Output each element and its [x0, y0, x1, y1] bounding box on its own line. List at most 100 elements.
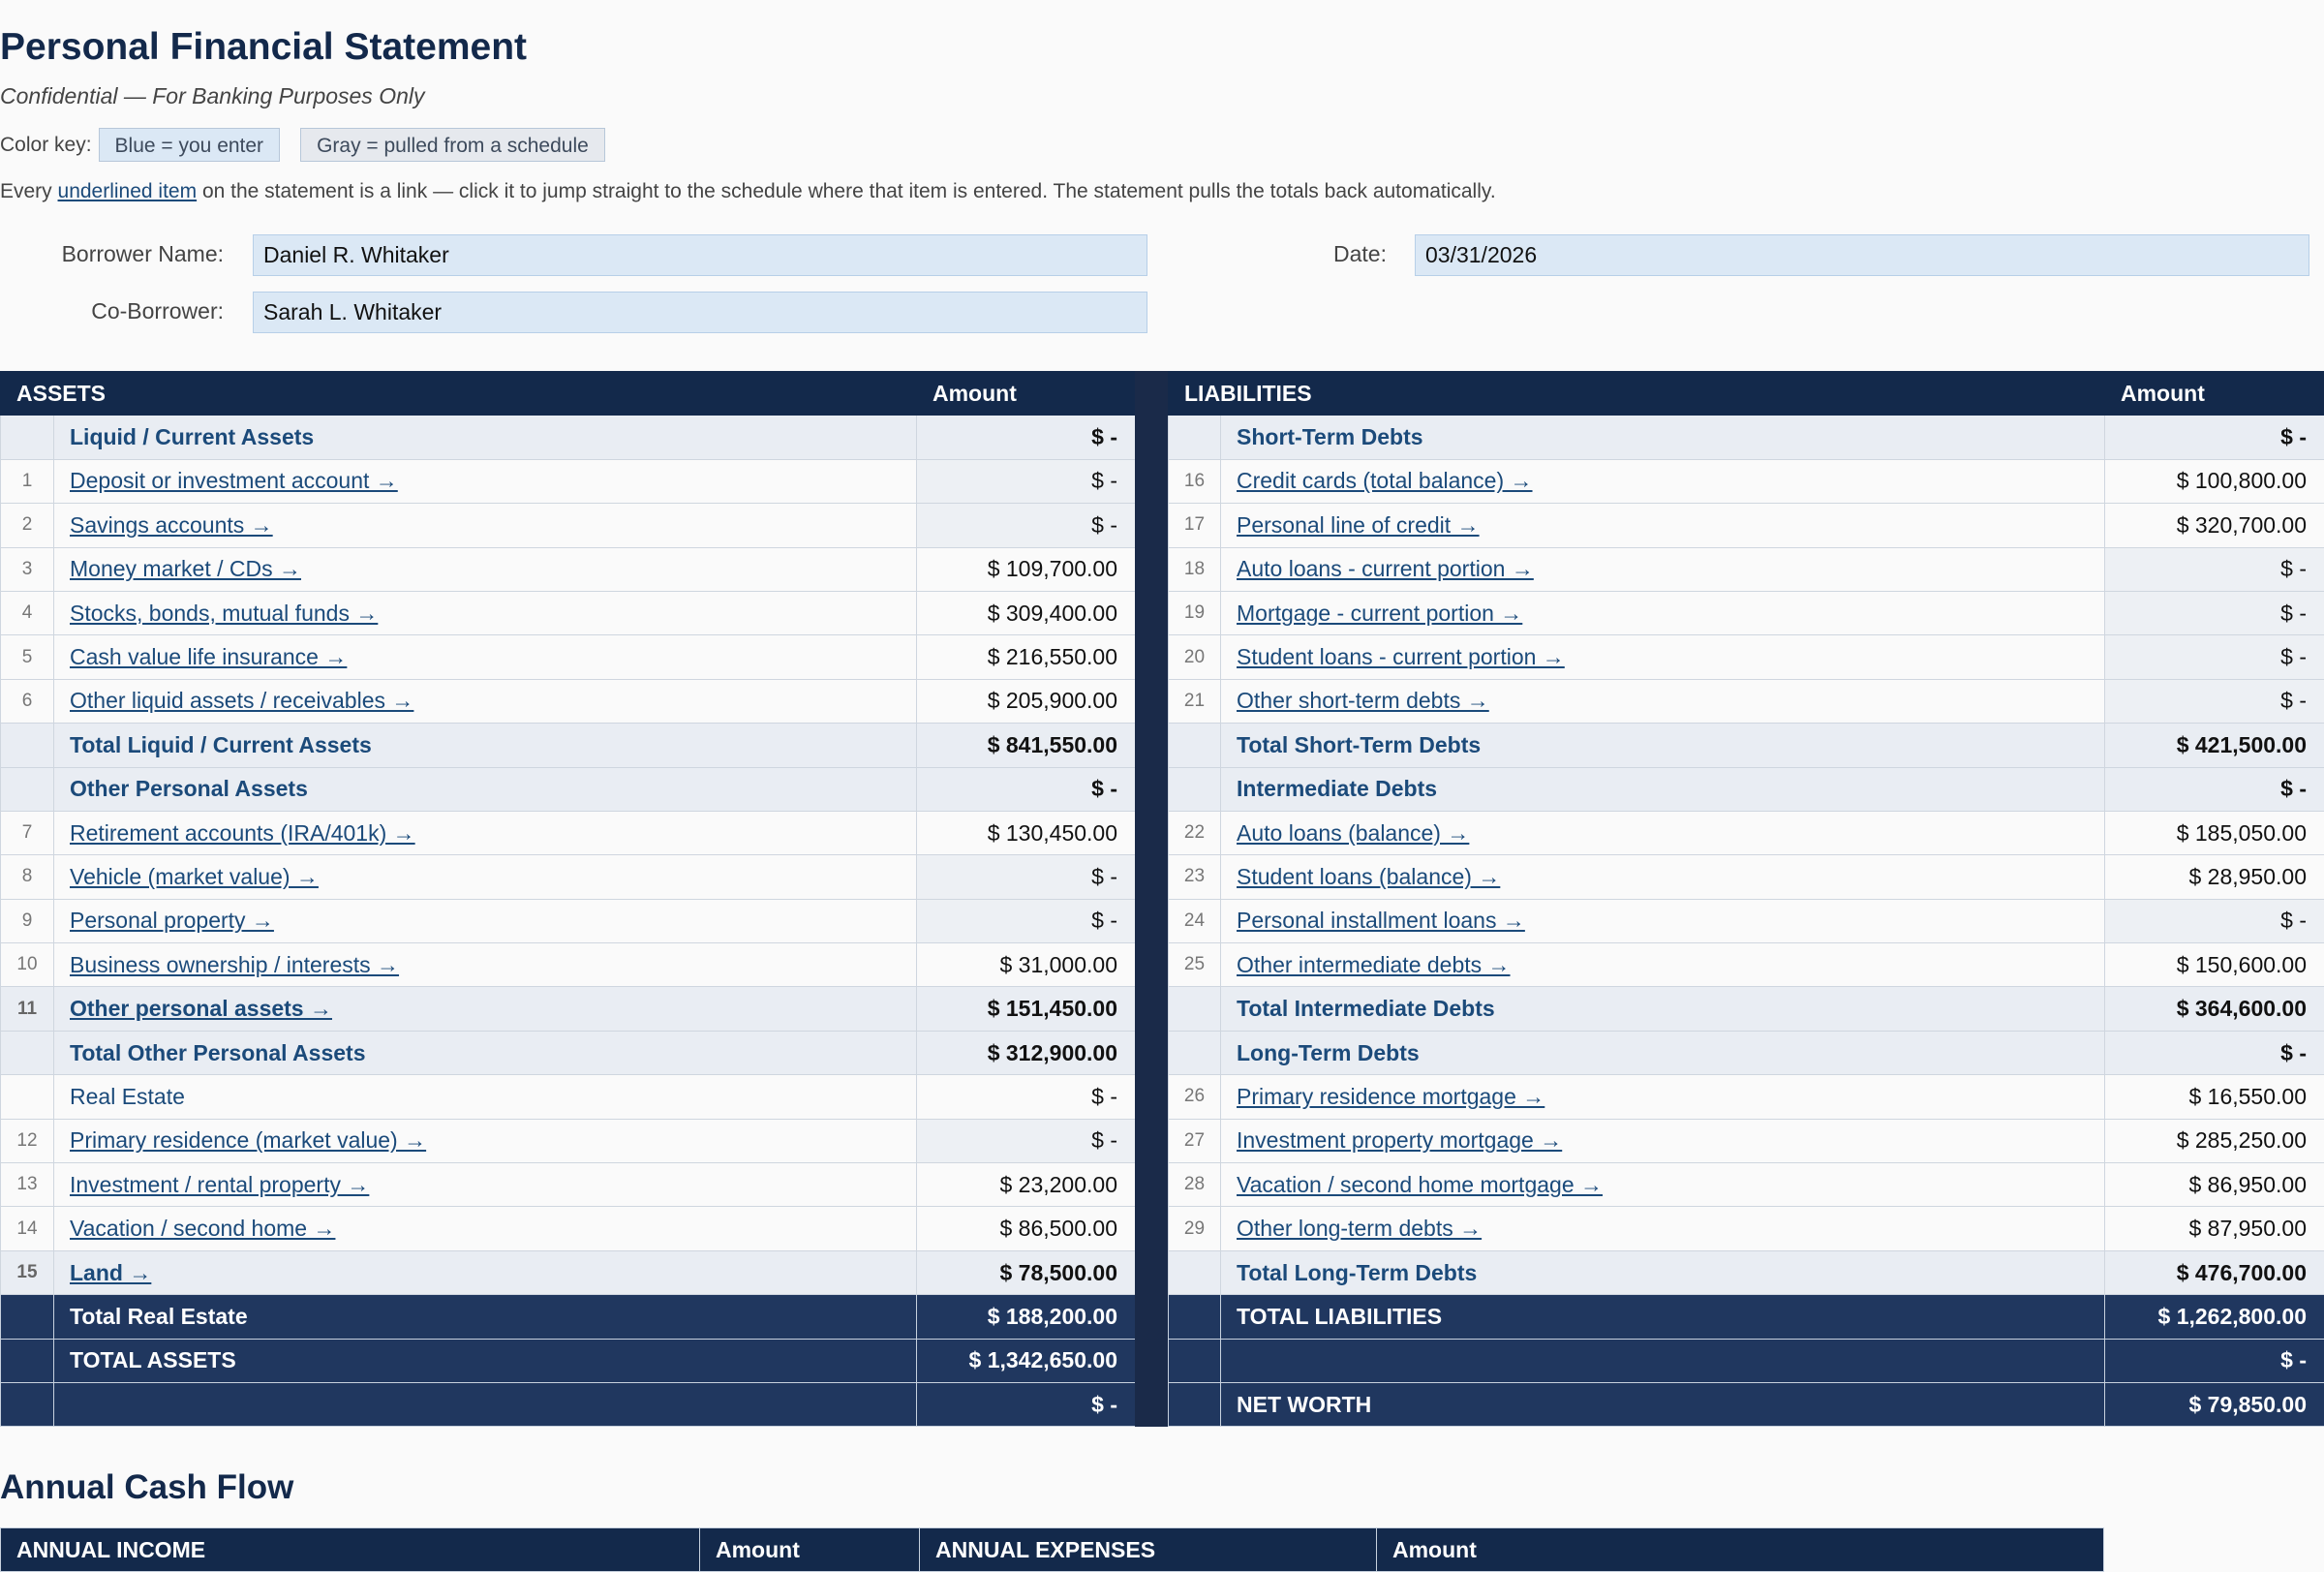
line-number: 13 [1, 1163, 54, 1207]
amount-cell: $ - [917, 1075, 1136, 1119]
row-label: Total Real Estate [70, 1304, 248, 1329]
schedule-link[interactable]: Personal property → [70, 908, 274, 933]
line-number [1, 724, 54, 767]
row-label: Total Intermediate Debts [1237, 996, 1495, 1021]
schedule-link[interactable]: Mortgage - current portion → [1237, 601, 1522, 626]
line-number [1, 767, 54, 811]
note-example-link[interactable]: underlined item [58, 180, 198, 202]
annual-expenses-header: ANNUAL EXPENSES [920, 1528, 1377, 1572]
schedule-link[interactable]: Student loans (balance) → [1237, 864, 1500, 889]
amount-cell: $ 150,600.00 [2105, 943, 2324, 987]
date-label: Date: [1259, 241, 1387, 267]
liabilities-row: NET WORTH$ 79,850.00 [1169, 1382, 2324, 1426]
line-number: 15 [1, 1250, 54, 1294]
liabilities-row: Total Intermediate Debts$ 364,600.00 [1169, 987, 2324, 1031]
schedule-link[interactable]: Retirement accounts (IRA/401k) → [70, 820, 415, 846]
liabilities-header: LIABILITIES [1169, 372, 2105, 416]
line-number: 10 [1, 943, 54, 987]
amount-cell: $ - [2105, 767, 2324, 811]
assets-row: TOTAL ASSETS$ 1,342,650.00 [1, 1339, 1136, 1382]
page-subtitle: Confidential — For Banking Purposes Only [0, 83, 425, 109]
row-label-cell: Short-Term Debts [1221, 416, 2105, 459]
row-label-cell: Total Long-Term Debts [1221, 1250, 2105, 1294]
row-label-cell: Other intermediate debts → [1221, 943, 2105, 987]
schedule-link[interactable]: Personal installment loans → [1237, 908, 1525, 933]
amount-cell: $ 1,342,650.00 [917, 1339, 1136, 1382]
row-label-cell: TOTAL ASSETS [54, 1339, 917, 1382]
row-label: Long-Term Debts [1237, 1040, 1420, 1065]
liabilities-amount-header: Amount [2105, 372, 2324, 416]
amount-cell: $ - [2105, 1031, 2324, 1074]
line-number [1, 1075, 54, 1119]
schedule-link[interactable]: Personal line of credit → [1237, 512, 1480, 538]
row-label-cell: Land → [54, 1250, 917, 1294]
schedule-link[interactable]: Auto loans (balance) → [1237, 820, 1469, 846]
row-label-cell: TOTAL LIABILITIES [1221, 1295, 2105, 1339]
amount-cell: $ 320,700.00 [2105, 504, 2324, 547]
schedule-link[interactable]: Credit cards (total balance) → [1237, 468, 1533, 493]
line-number: 19 [1169, 591, 1221, 634]
schedule-link[interactable]: Business ownership / interests → [70, 952, 399, 977]
row-label-cell: Other liquid assets / receivables → [54, 679, 917, 723]
row-label-cell [54, 1382, 917, 1426]
line-number: 18 [1169, 547, 1221, 591]
assets-row: Real Estate$ - [1, 1075, 1136, 1119]
row-label-cell: Total Short-Term Debts [1221, 724, 2105, 767]
schedule-link[interactable]: Investment property mortgage → [1237, 1127, 1562, 1153]
amount-cell: $ 109,700.00 [917, 547, 1136, 591]
amount-cell: $ - [2105, 1339, 2324, 1382]
schedule-link[interactable]: Vacation / second home → [70, 1216, 335, 1241]
schedule-link[interactable]: Deposit or investment account → [70, 468, 398, 493]
schedule-link[interactable]: Primary residence mortgage → [1237, 1084, 1544, 1109]
liabilities-row: Total Long-Term Debts$ 476,700.00 [1169, 1250, 2324, 1294]
schedule-link[interactable]: Land → [70, 1260, 151, 1285]
row-label-cell: Primary residence (market value) → [54, 1119, 917, 1162]
line-number [1169, 987, 1221, 1031]
co-borrower-input[interactable] [253, 292, 1147, 333]
row-label-cell: Money market / CDs → [54, 547, 917, 591]
schedule-link[interactable]: Investment / rental property → [70, 1172, 369, 1197]
amount-cell: $ 23,200.00 [917, 1163, 1136, 1207]
note-prefix: Every [0, 180, 58, 202]
amount-cell: $ 86,500.00 [917, 1207, 1136, 1250]
color-key: Color key: Blue = you enter Gray = pulle… [0, 127, 605, 163]
row-label-cell: Long-Term Debts [1221, 1031, 2105, 1074]
line-number: 5 [1, 635, 54, 679]
assets-row: 13 Investment / rental property → $ 23,200… [1, 1163, 1136, 1207]
schedule-link[interactable]: Other liquid assets / receivables → [70, 688, 413, 713]
schedule-link[interactable]: Stocks, bonds, mutual funds → [70, 601, 378, 626]
schedule-link[interactable]: Other short-term debts → [1237, 688, 1489, 713]
borrower-name-input[interactable] [253, 234, 1147, 276]
schedule-link[interactable]: Money market / CDs → [70, 556, 301, 581]
amount-cell: $ 476,700.00 [2105, 1250, 2324, 1294]
schedule-link[interactable]: Savings accounts → [70, 512, 273, 538]
schedule-link[interactable]: Vehicle (market value) → [70, 864, 319, 889]
row-label-cell: Personal installment loans → [1221, 899, 2105, 942]
schedule-link[interactable]: Primary residence (market value) → [70, 1127, 426, 1153]
line-number [1, 416, 54, 459]
schedule-link[interactable]: Other long-term debts → [1237, 1216, 1482, 1241]
row-label-cell: Real Estate [54, 1075, 917, 1119]
schedule-link[interactable]: Other personal assets → [70, 996, 332, 1021]
liabilities-table: LIABILITIES Amount Short-Term Debts$ -16… [1168, 371, 2324, 1427]
amount-cell: $ 28,950.00 [2105, 855, 2324, 899]
schedule-link[interactable]: Vacation / second home mortgage → [1237, 1172, 1603, 1197]
amount-cell: $ 309,400.00 [917, 591, 1136, 634]
date-input[interactable] [1415, 234, 2309, 276]
line-number: 3 [1, 547, 54, 591]
schedule-link[interactable]: Auto loans - current portion → [1237, 556, 1534, 581]
schedule-link[interactable]: Cash value life insurance → [70, 644, 347, 669]
line-number [1, 1382, 54, 1426]
line-number: 20 [1169, 635, 1221, 679]
schedule-link[interactable]: Student loans - current portion → [1237, 644, 1565, 669]
row-label-cell: Personal property → [54, 899, 917, 942]
schedule-link[interactable]: Other intermediate debts → [1237, 952, 1511, 977]
